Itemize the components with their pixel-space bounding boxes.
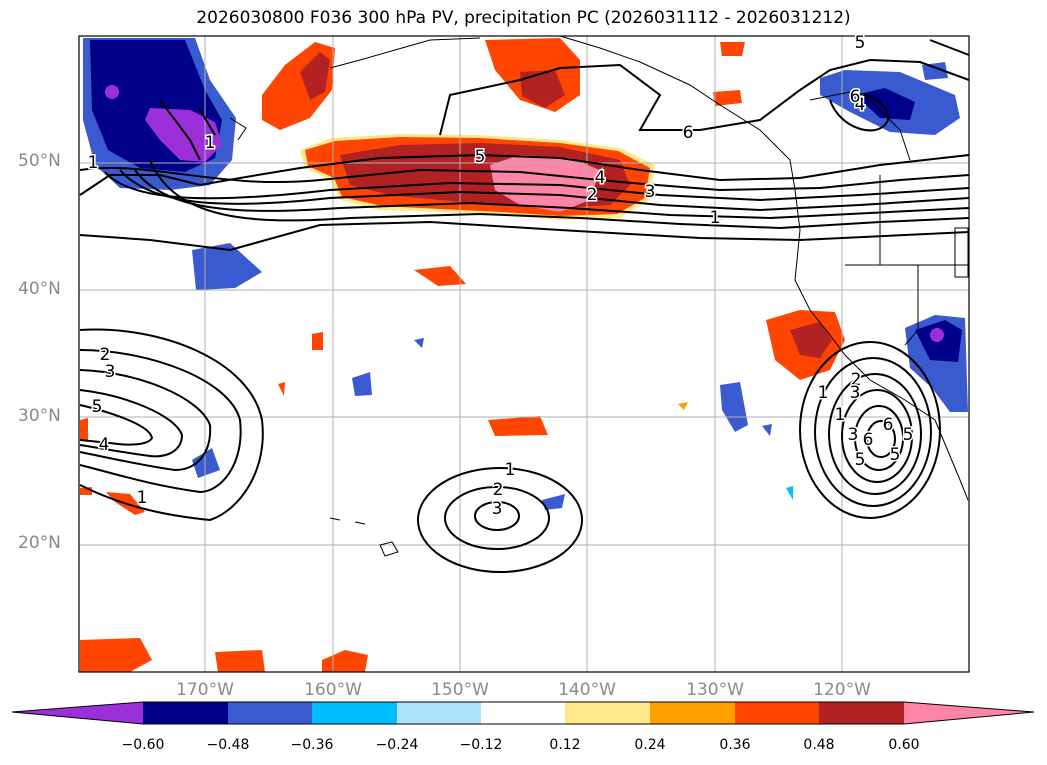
contour-label: 3 <box>492 499 503 519</box>
colorbar-seg-6 <box>565 702 650 724</box>
colorbar-tick-label: 0.60 <box>888 737 920 753</box>
contour-label: 3 <box>645 182 656 202</box>
contour-label: 1 <box>818 383 829 403</box>
colorbar <box>11 701 1035 725</box>
contour-label: 3 <box>105 362 116 382</box>
lon-label: 150°W <box>431 680 489 700</box>
lat-label: 30°N <box>18 406 61 426</box>
neg-blob-4 <box>192 448 220 478</box>
pos-blob-north-3 <box>713 90 742 106</box>
neg-blob-5 <box>542 494 565 510</box>
colorbar-tick-label: −0.24 <box>375 737 419 753</box>
lon-label: 170°W <box>176 680 234 700</box>
colorbar-tick-label: −0.36 <box>290 737 334 753</box>
colorbar-tick-label: −0.60 <box>121 737 165 753</box>
pos-blob-small-2 <box>278 382 285 396</box>
map-gridlines <box>79 36 969 672</box>
colorbar-seg-1 <box>143 702 228 724</box>
contour-label: 1 <box>88 153 99 173</box>
pos-blob-small-3 <box>678 402 688 410</box>
neg-anomaly-nw-extreme <box>145 108 222 162</box>
colorbar-seg-2 <box>228 702 312 724</box>
colorbar-tick-label: 0.36 <box>719 737 751 753</box>
contour-label: 4 <box>99 435 110 455</box>
pos-blob-california-strong <box>790 322 832 358</box>
contour-label: 6 <box>683 123 694 143</box>
contour-label: 3 <box>850 383 861 403</box>
lat-label: 40°N <box>18 279 61 299</box>
lat-label: 20°N <box>18 533 61 553</box>
contour-label: 5 <box>890 445 901 465</box>
contour-label: 2 <box>100 345 111 365</box>
contour-label: 4 <box>595 168 606 188</box>
lon-label: 130°W <box>686 680 744 700</box>
pos-blob-small-1 <box>312 332 323 350</box>
contour-label: 5 <box>855 33 866 53</box>
colorbar-seg-0 <box>12 702 143 724</box>
map-frame <box>78 35 970 673</box>
chart-title: 2026030800 F036 300 hPa PV, precipitatio… <box>196 8 851 28</box>
neg-blob-8 <box>786 486 793 500</box>
colorbar-tick-label: 0.12 <box>549 737 581 753</box>
colorbar-tick-label: 0.24 <box>634 737 666 753</box>
contour-label: 6 <box>863 430 874 450</box>
colorbar-seg-4 <box>397 702 481 724</box>
colorbar-seg-7 <box>650 702 735 724</box>
lon-label: 160°W <box>304 680 362 700</box>
contour-label: 2 <box>493 480 504 500</box>
colorbar-seg-9 <box>819 702 904 724</box>
coastlines <box>229 35 969 557</box>
neg-blob-1 <box>192 243 262 290</box>
contour-label: 1 <box>835 405 846 425</box>
lon-label: 120°W <box>813 680 871 700</box>
neg-blob-3 <box>414 338 424 348</box>
pos-blob-bottom-1 <box>80 638 152 672</box>
contour-label: 1 <box>710 208 721 228</box>
pos-blob-north-1-strong <box>300 52 330 100</box>
colorbar-seg-8 <box>735 702 819 724</box>
contour-label: 5 <box>92 397 103 417</box>
colorbar-tick-label: 0.48 <box>803 737 835 753</box>
colorbar-tick-label: −0.48 <box>206 737 250 753</box>
neg-blob-6 <box>720 382 748 432</box>
neg-blob-southwest-extreme <box>930 328 944 342</box>
neg-blob-7 <box>762 424 772 436</box>
colorbar-tick-label: −0.12 <box>459 737 503 753</box>
contour-label: 6 <box>883 415 894 435</box>
lon-label: 140°W <box>558 680 616 700</box>
contour-label: 1 <box>205 133 216 153</box>
contour-label: 2 <box>851 370 862 390</box>
colorbar-outline <box>11 701 1035 725</box>
contour-label: 3 <box>848 425 859 445</box>
contour-label: 5 <box>475 147 486 167</box>
contour-label: 4 <box>855 95 866 115</box>
pos-blob-bottom-2 <box>215 650 265 672</box>
lat-label: 50°N <box>18 151 61 171</box>
pos-blob-mid <box>414 266 466 286</box>
colorbar-seg-10 <box>904 702 1034 724</box>
neg-blob-2 <box>352 372 372 396</box>
contour-label: 5 <box>903 425 914 445</box>
pos-blob-edge <box>80 418 88 440</box>
contour-label: 1 <box>505 460 516 480</box>
pv-contours <box>79 39 970 573</box>
neg-blob-ne-2 <box>922 62 948 80</box>
pos-blob-north-4 <box>720 42 745 56</box>
contour-label: 5 <box>855 450 866 470</box>
colorbar-seg-3 <box>312 702 397 724</box>
contour-label: 6 <box>850 87 861 107</box>
pos-band-extreme <box>490 155 600 212</box>
colorbar-seg-5 <box>481 702 565 724</box>
neg-anomaly-nw-dot <box>105 85 119 99</box>
contour-label: 2 <box>587 185 598 205</box>
pos-blob-mid-2 <box>488 416 548 436</box>
pos-blob-north-2-strong <box>520 70 565 108</box>
contour-label: 1 <box>137 488 148 508</box>
